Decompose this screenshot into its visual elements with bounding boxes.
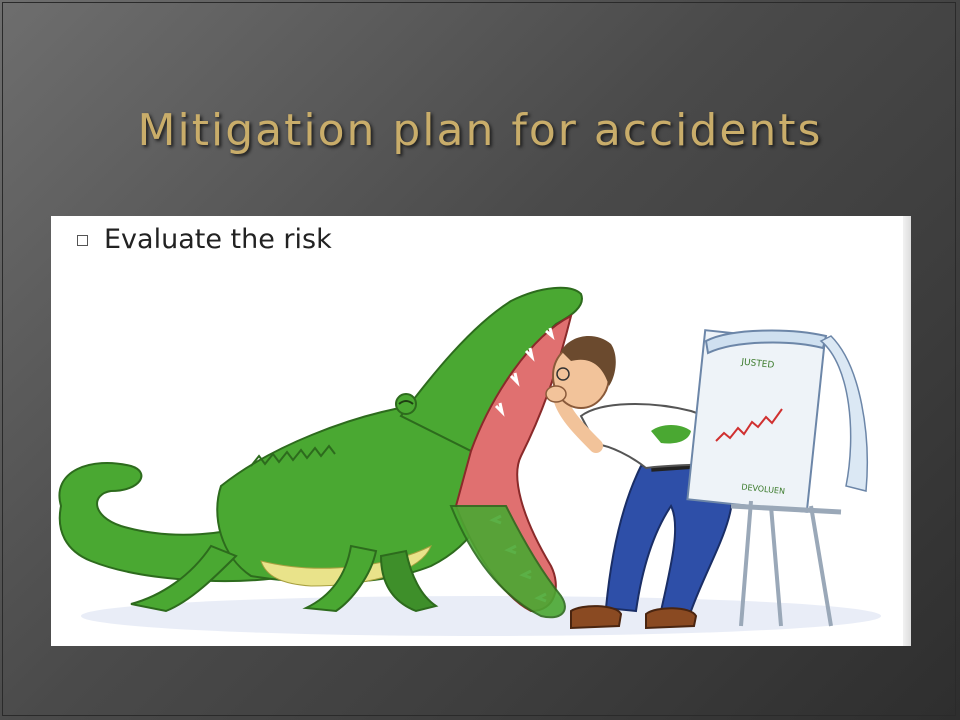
slide-title: Mitigation plan for accidents xyxy=(137,105,823,156)
content-panel: Evaluate the risk xyxy=(51,216,911,646)
flipchart-graph-line xyxy=(715,408,783,442)
crocodile-lower-jaw xyxy=(449,505,566,619)
man-glasses xyxy=(556,367,570,381)
crocodile-front-leg xyxy=(302,544,378,613)
man-arm-left xyxy=(554,394,603,453)
bullet-text: Evaluate the risk xyxy=(104,224,332,255)
man-shoe-left xyxy=(570,605,623,630)
square-bullet-icon xyxy=(77,235,88,246)
crocodile-belly xyxy=(260,544,432,587)
crocodile-spikes xyxy=(250,444,336,467)
shirt-logo xyxy=(651,425,691,444)
crocodile-back-leg xyxy=(130,544,238,613)
easel-legs xyxy=(739,500,833,627)
crocodile-far-leg xyxy=(379,549,439,613)
bullet-item: Evaluate the risk xyxy=(77,224,332,255)
flipchart-curl xyxy=(819,335,868,492)
crocodile-cartoon-illustration: JUSTED DEVOLUEN xyxy=(58,286,881,636)
easel-crossbar xyxy=(730,503,842,515)
ground-shadow xyxy=(81,596,881,636)
man-hair xyxy=(561,335,616,386)
flipchart-label-top: JUSTED xyxy=(740,357,775,371)
crocodile-eye xyxy=(395,393,417,415)
man-hands xyxy=(545,385,567,403)
man-shoe-right xyxy=(645,607,698,630)
panel-edge xyxy=(903,216,911,646)
